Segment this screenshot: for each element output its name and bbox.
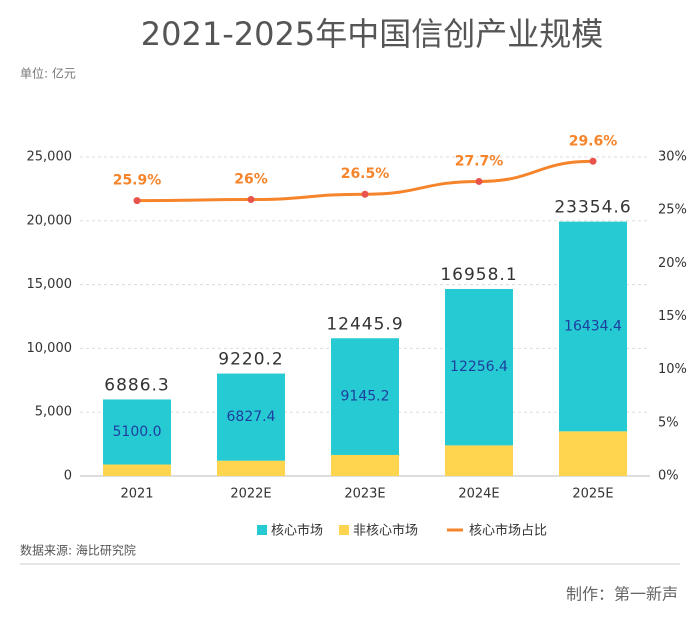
bar-segment [445,288,513,446]
bar-segment [103,464,171,476]
total-label: 16958.1 [440,265,517,285]
legend-label: 核心市场 [271,523,323,539]
legend-label: 核心市场占比 [469,523,547,539]
total-label: 23354.6 [554,198,631,218]
y-tick-label: 0 [64,469,72,484]
line-label: 29.6% [569,133,618,149]
line-label: 25.9% [113,173,162,189]
line-point [133,197,141,205]
total-label: 6886.3 [104,375,169,395]
y2-tick-label: 20% [658,256,687,271]
y2-tick-label: 5% [658,415,679,430]
segment-label: 12256.4 [450,359,508,375]
segment-label: 6827.4 [227,409,276,425]
line-point [475,177,483,185]
legend-label: 非核心市场 [353,523,418,539]
y2-tick-label: 10% [658,362,687,377]
legend-swatch [339,525,349,535]
line-label: 26% [234,172,268,188]
chart-title: 2021-2025年中国信创产业规模 [141,15,603,53]
segment-label: 16434.4 [564,318,622,334]
y2-tick-label: 25% [658,203,687,218]
y-tick-label: 20,000 [27,213,73,228]
total-label: 12445.9 [326,314,403,334]
credit: 制作：第一新声 [566,585,678,604]
line-label: 27.7% [455,153,504,169]
y2-tick-label: 0% [658,469,679,484]
unit-label: 单位: 亿元 [20,66,76,81]
y-tick-label: 10,000 [27,341,73,356]
y-tick-label: 5,000 [35,405,72,420]
x-tick-label: 2022E [230,487,271,502]
x-tick-label: 2024E [458,487,499,502]
bar-segment [559,221,627,432]
line-point [247,196,255,204]
line-point [361,190,369,198]
legend-swatch [257,525,267,535]
y-tick-label: 25,000 [27,150,73,165]
segment-label: 5100.0 [113,424,162,440]
line-point [589,157,597,165]
bar-segment [331,454,399,476]
source-note: 数据来源: 海比研究院 [20,543,136,558]
total-label: 9220.2 [218,350,283,370]
line-label: 26.5% [341,166,390,182]
bar-segment [217,373,285,461]
y-tick-label: 15,000 [27,277,73,292]
bar-segment [559,431,627,476]
x-tick-label: 2023E [344,487,385,502]
bar-segment [217,460,285,476]
x-tick-label: 2025E [572,487,613,502]
segment-label: 9145.2 [341,389,390,405]
x-tick-label: 2021 [120,487,153,502]
y2-tick-label: 30% [658,150,687,165]
bar-segment [445,445,513,476]
bar-segment [331,338,399,455]
y2-tick-label: 15% [658,309,687,324]
bar-segment [103,399,171,465]
